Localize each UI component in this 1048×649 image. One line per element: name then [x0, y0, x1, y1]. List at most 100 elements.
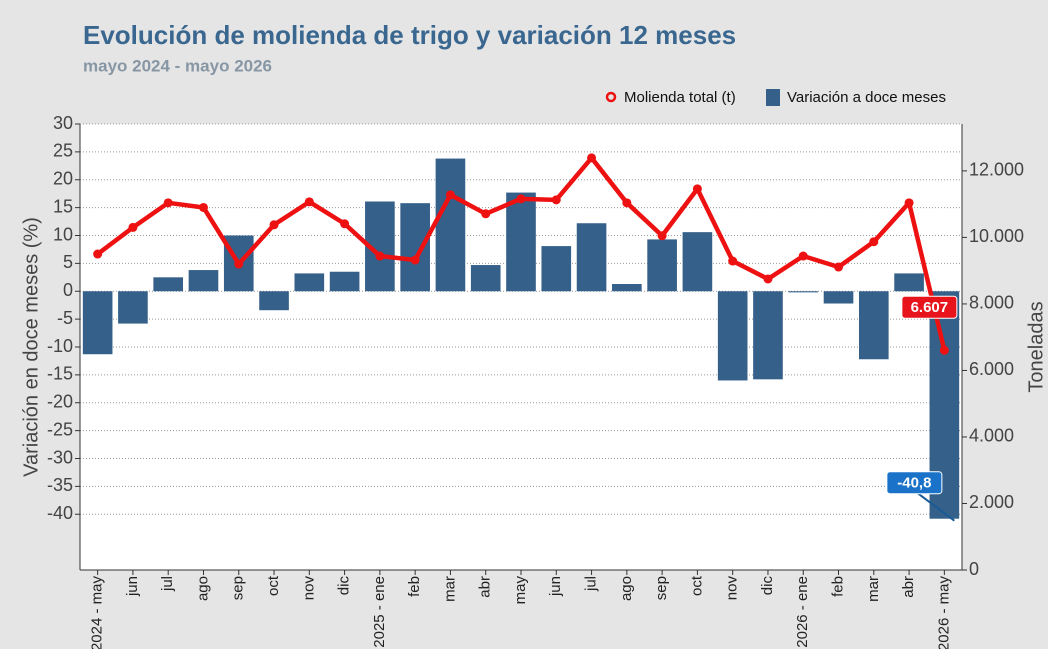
line-point	[622, 198, 632, 208]
bar	[682, 232, 713, 292]
y2-tick-label: 10.000	[969, 226, 1024, 246]
bar	[823, 291, 854, 304]
y-tick-label: -5	[57, 308, 73, 328]
line-point	[269, 220, 279, 230]
x-tick-label: dic	[336, 576, 353, 596]
value-label: 6.607	[911, 299, 949, 316]
line-point	[198, 202, 208, 212]
x-tick-label: oct	[688, 575, 705, 596]
y2-axis-label: Toneladas	[1025, 301, 1047, 392]
line-point	[692, 184, 702, 194]
bar	[259, 291, 289, 311]
chart-title: Evolución de molienda de trigo y variaci…	[83, 20, 736, 50]
line-point	[410, 255, 420, 265]
line-point	[340, 219, 350, 229]
x-tick-label: ago	[194, 576, 211, 601]
bar	[753, 291, 783, 380]
legend-label: Molienda total (t)	[624, 89, 736, 106]
y-tick-label: 30	[53, 113, 73, 133]
x-tick-label: may	[512, 576, 529, 605]
line-point	[375, 251, 385, 261]
value-label-box	[901, 295, 958, 319]
x-tick-label: sep	[230, 576, 247, 600]
x-tick-label: mar	[441, 576, 458, 602]
line-point	[798, 251, 808, 261]
x-tick-label: feb	[406, 576, 423, 597]
y-tick-label: 10	[53, 224, 73, 244]
line-point	[163, 198, 173, 208]
line-point	[728, 256, 738, 266]
y2-tick-label: 4.000	[969, 426, 1014, 446]
label-connector	[913, 489, 955, 522]
bar	[894, 273, 924, 292]
line-point	[93, 249, 103, 259]
line-point	[657, 231, 667, 241]
legend-label: Variación a doce meses	[787, 89, 946, 106]
bar	[118, 291, 148, 324]
line-point	[763, 274, 773, 284]
line-point	[587, 153, 597, 163]
y-tick-label: -30	[47, 447, 73, 467]
line-point	[551, 195, 561, 205]
x-tick-label: nov	[724, 576, 741, 601]
line-point	[939, 345, 949, 355]
value-label: -40,8	[897, 475, 931, 492]
chart-subtitle: mayo 2024 - mayo 2026	[83, 56, 272, 75]
bar	[612, 284, 642, 292]
x-tick-label: 2025 - ene	[371, 576, 388, 648]
line-point	[869, 237, 879, 247]
x-tick-label: jul	[583, 576, 600, 592]
bar	[329, 271, 360, 292]
line-point	[234, 259, 244, 269]
bar	[506, 192, 536, 292]
x-tick-label: nov	[300, 576, 317, 601]
y-tick-label: -25	[47, 419, 73, 439]
y-tick-label: 0	[63, 280, 73, 300]
x-tick-label: jun	[547, 576, 564, 597]
x-tick-label: 2026 - ene	[794, 576, 811, 648]
bar	[470, 265, 501, 292]
bar	[788, 291, 819, 293]
legend-marker	[766, 89, 780, 106]
bar	[153, 277, 184, 292]
bar	[541, 246, 572, 292]
line-point	[904, 198, 914, 208]
bar	[188, 270, 219, 292]
bar	[647, 239, 677, 292]
bar	[435, 158, 466, 292]
bar	[82, 291, 113, 355]
line-point	[834, 262, 844, 272]
x-tick-label: oct	[265, 575, 282, 596]
x-tick-label: jun	[124, 576, 141, 597]
x-tick-label: dic	[759, 576, 776, 596]
x-tick-label: 2024 - may	[89, 576, 106, 649]
line-point	[445, 190, 455, 200]
y-tick-label: 20	[53, 169, 73, 189]
line-point	[304, 197, 314, 207]
x-tick-label: mar	[865, 576, 882, 602]
y2-tick-label: 2.000	[969, 492, 1014, 512]
x-tick-label: abr	[477, 576, 494, 598]
x-tick-label: sep	[653, 576, 670, 600]
x-tick-label: 2026 - may	[935, 576, 952, 649]
value-label-box	[886, 471, 943, 495]
y-tick-label: -10	[47, 336, 73, 356]
y2-tick-label: 6.000	[969, 359, 1014, 379]
y-tick-label: 15	[53, 196, 73, 216]
legend-marker	[605, 91, 617, 103]
x-tick-label: jul	[159, 576, 176, 592]
bar	[858, 291, 889, 360]
x-tick-label: abr	[900, 576, 917, 598]
y-tick-label: -40	[47, 503, 73, 523]
line-point	[516, 194, 526, 204]
y-tick-label: -15	[47, 364, 73, 384]
y-axis-label: Variación en doce meses (%)	[20, 217, 42, 477]
line-point	[128, 222, 138, 232]
bar	[294, 273, 325, 292]
x-tick-label: ago	[618, 576, 635, 601]
y-tick-label: 5	[63, 252, 73, 272]
x-tick-label: feb	[829, 576, 846, 597]
bar	[576, 223, 607, 292]
bar	[400, 203, 430, 292]
